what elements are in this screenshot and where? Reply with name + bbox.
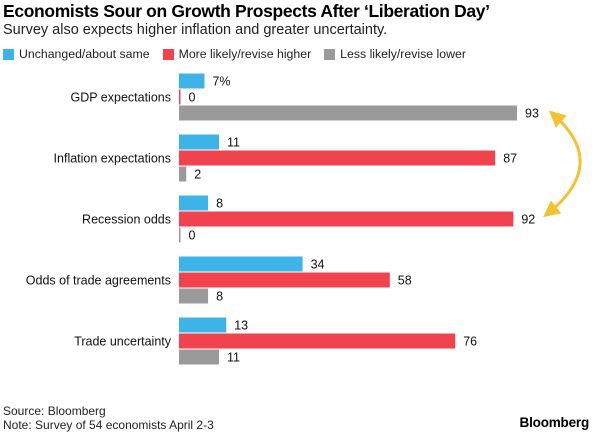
bar-inflation-expectations-unchanged bbox=[179, 134, 219, 150]
chart-footer: Source: Bloomberg Note: Survey of 54 eco… bbox=[3, 404, 214, 432]
legend-swatch-less-likely bbox=[324, 48, 336, 60]
value-label-odds-of-trade-agreements-less-likely: 8 bbox=[216, 290, 223, 304]
bar-odds-of-trade-agreements-more-likely bbox=[179, 272, 390, 288]
survey-note: Note: Survey of 54 economists April 2-3 bbox=[3, 418, 214, 432]
bar-gdp-expectations-more-likely bbox=[179, 89, 181, 105]
chart-title: Economists Sour on Growth Prospects Afte… bbox=[3, 1, 490, 21]
source-note: Source: Bloomberg bbox=[3, 404, 106, 418]
value-label-trade-uncertainty-more-likely: 76 bbox=[463, 335, 477, 349]
bar-inflation-expectations-more-likely bbox=[179, 150, 496, 166]
value-label-recession-odds-more-likely: 92 bbox=[521, 213, 535, 227]
bar-trade-uncertainty-less-likely bbox=[179, 349, 219, 365]
legend-swatch-more-likely bbox=[162, 48, 174, 60]
legend-item-more-likely: More likely/revise higher bbox=[162, 47, 312, 61]
bar-gdp-expectations-unchanged bbox=[179, 73, 205, 89]
bar-gdp-expectations-less-likely bbox=[179, 105, 517, 121]
legend-label-more-likely: More likely/revise higher bbox=[178, 47, 312, 61]
bar-inflation-expectations-less-likely bbox=[179, 166, 187, 182]
value-label-recession-odds-unchanged: 8 bbox=[216, 197, 223, 211]
bar-trade-uncertainty-more-likely bbox=[179, 333, 456, 349]
legend: Unchanged/about same More likely/revise … bbox=[3, 46, 479, 62]
category-label-odds-of-trade-agreements: Odds of trade agreements bbox=[26, 274, 171, 288]
legend-swatch-unchanged bbox=[3, 48, 14, 60]
value-label-gdp-expectations-unchanged: 7% bbox=[212, 75, 230, 89]
bar-recession-odds-unchanged bbox=[179, 195, 209, 211]
bar-recession-odds-more-likely bbox=[179, 211, 514, 227]
legend-item-unchanged: Unchanged/about same bbox=[3, 47, 150, 61]
bar-recession-odds-less-likely bbox=[179, 227, 181, 243]
annotation-double-arrow bbox=[543, 110, 582, 218]
value-label-trade-uncertainty-unchanged: 13 bbox=[234, 319, 248, 333]
value-label-odds-of-trade-agreements-unchanged: 34 bbox=[311, 258, 325, 272]
category-label-recession-odds: Recession odds bbox=[82, 213, 171, 227]
value-label-recession-odds-less-likely: 0 bbox=[189, 229, 196, 243]
legend-label-less-likely: Less likely/revise lower bbox=[340, 47, 466, 61]
legend-label-unchanged: Unchanged/about same bbox=[19, 47, 150, 61]
category-label-trade-uncertainty: Trade uncertainty bbox=[74, 335, 172, 349]
value-label-trade-uncertainty-less-likely: 11 bbox=[227, 351, 240, 365]
legend-item-less-likely: Less likely/revise lower bbox=[324, 47, 466, 61]
category-label-gdp-expectations: GDP expectations bbox=[70, 91, 171, 105]
value-label-inflation-expectations-less-likely: 2 bbox=[194, 168, 201, 182]
bar-trade-uncertainty-unchanged bbox=[179, 317, 227, 333]
category-label-inflation-expectations: Inflation expectations bbox=[54, 152, 171, 166]
value-label-inflation-expectations-more-likely: 87 bbox=[503, 152, 517, 166]
bar-odds-of-trade-agreements-unchanged bbox=[179, 256, 303, 272]
value-label-inflation-expectations-unchanged: 11 bbox=[227, 136, 240, 150]
bar-odds-of-trade-agreements-less-likely bbox=[179, 288, 209, 304]
value-label-gdp-expectations-less-likely: 93 bbox=[525, 107, 539, 121]
value-label-gdp-expectations-more-likely: 0 bbox=[189, 91, 196, 105]
chart-subtitle: Survey also expects higher inflation and… bbox=[3, 22, 388, 38]
value-label-odds-of-trade-agreements-more-likely: 58 bbox=[398, 274, 412, 288]
bloomberg-logo: Bloomberg bbox=[519, 415, 590, 430]
